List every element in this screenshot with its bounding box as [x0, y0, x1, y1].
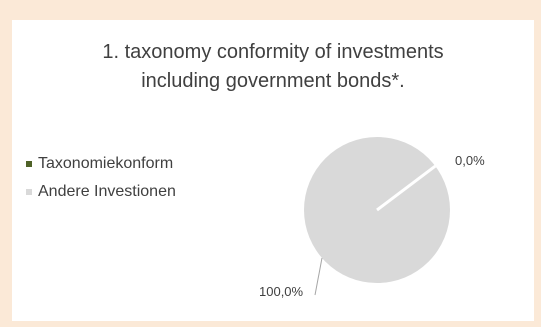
pie-chart: 0,0% 100,0%: [12, 20, 534, 321]
data-label-taxonomiekonform: 0,0%: [455, 153, 485, 168]
leader-line-andere-investionen: [315, 258, 322, 295]
data-label-andere-investionen: 100,0%: [259, 284, 304, 299]
chart-area: 1. taxonomy conformity of investments in…: [12, 20, 534, 321]
